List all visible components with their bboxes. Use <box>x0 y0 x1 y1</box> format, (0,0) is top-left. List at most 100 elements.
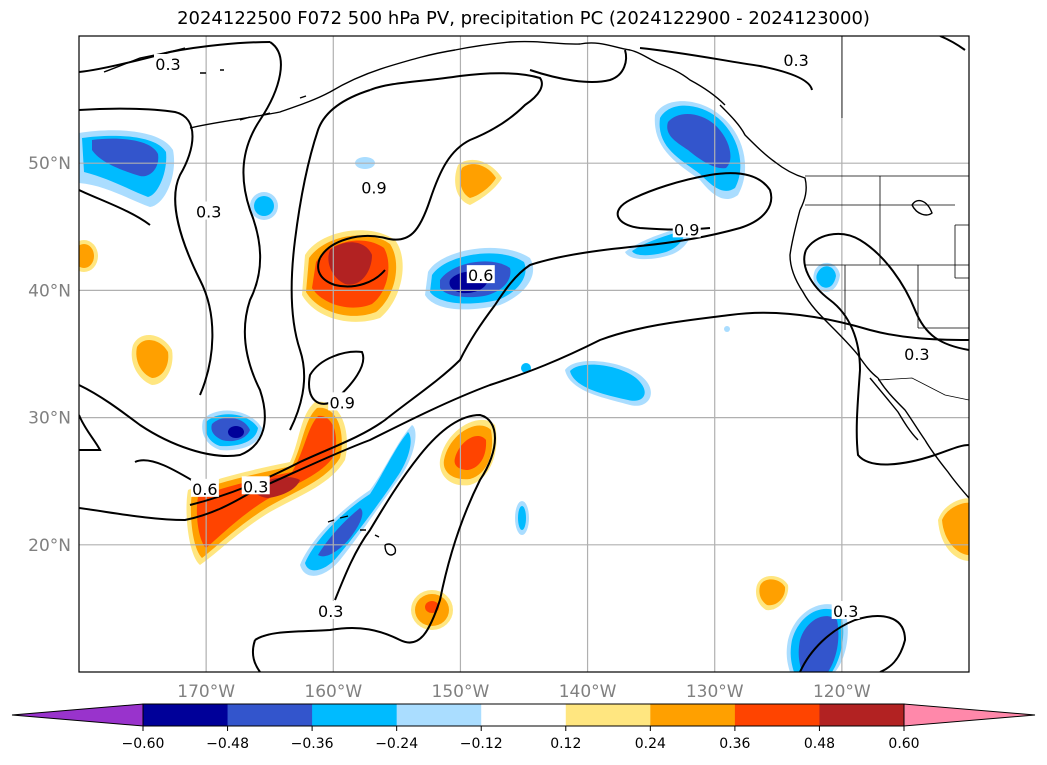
shade-blob <box>816 266 836 288</box>
shade-blob <box>254 196 274 216</box>
colorbar-tick-label: −0.12 <box>460 736 503 752</box>
contour-label-bg <box>359 177 388 196</box>
colorbar-tick-label: 0.24 <box>635 736 666 752</box>
contour-label-bg <box>190 478 219 497</box>
lat-tick-label: 50°N <box>28 154 71 174</box>
coastline-islands <box>200 69 307 121</box>
pv-contour <box>289 89 371 431</box>
pv-contour <box>254 311 969 491</box>
pv-contour <box>939 36 966 51</box>
colorbar-tick-label: −0.24 <box>375 736 418 752</box>
contour-label-bg <box>831 600 860 619</box>
shade-blob <box>460 164 496 198</box>
contour-label-bg <box>194 201 223 220</box>
pv-contour <box>79 41 271 73</box>
contour-labels: 0.3 0.3 0.9 0.6 0.9 0.6 0.3 0.3 0.3 0.9 0.3 0.3 <box>154 50 931 621</box>
colorbar-tick-label: 0.36 <box>719 736 750 752</box>
contour-label-bg <box>782 50 811 69</box>
colorbar-segment <box>819 704 905 726</box>
pv-contour <box>805 232 969 351</box>
colorbar-tick-label: 0.60 <box>888 736 919 752</box>
colorbar <box>11 703 1036 727</box>
coastlines <box>103 40 969 556</box>
contour-label: 0.3 <box>904 345 929 364</box>
contour-label-bg <box>902 344 931 362</box>
shade-blob <box>942 502 969 556</box>
coastline-bc <box>719 104 807 211</box>
contour-label-bg <box>241 476 270 495</box>
contour-label: 0.3 <box>783 51 808 70</box>
coastline-baja <box>869 377 926 441</box>
colorbar-tick-label: 0.48 <box>804 736 835 752</box>
colorbar-segment <box>312 704 398 726</box>
shade-blob <box>724 326 730 332</box>
contour-label: 0.3 <box>155 55 180 74</box>
pv-contour <box>529 49 628 83</box>
contour-label: 0.6 <box>468 266 493 285</box>
lat-tick-label: 40°N <box>28 281 71 301</box>
coastline-misc <box>911 199 933 216</box>
contour-label: 0.3 <box>833 602 858 621</box>
coastline-alaska <box>189 40 726 129</box>
colorbar-segment <box>565 704 651 726</box>
lon-tick-label: 170°W <box>177 682 235 702</box>
shade-blob <box>759 579 786 606</box>
pv-contour <box>79 41 282 457</box>
colorbar-extend-low <box>11 703 144 727</box>
shade-blob <box>632 230 685 256</box>
lat-tick-label: 20°N <box>28 536 71 556</box>
pv-contour <box>308 350 365 405</box>
colorbar-tick-label: 0.12 <box>550 736 581 752</box>
colorbar-segment <box>481 704 567 726</box>
map-gridlines <box>79 36 969 672</box>
pv-contour <box>317 257 386 288</box>
pv-contour <box>254 413 496 644</box>
shade-blob <box>570 364 645 401</box>
lon-tick-label: 120°W <box>813 682 871 702</box>
pv-contour <box>494 172 773 306</box>
contour-label: 0.9 <box>361 178 386 197</box>
pv-contour <box>79 107 214 396</box>
pv-contour <box>79 489 256 522</box>
colorbar-tick-label: −0.36 <box>291 736 334 752</box>
colorbar-tick-label: −0.48 <box>206 736 249 752</box>
contour-label-bg <box>466 265 495 284</box>
shade-blob <box>92 138 159 177</box>
map-frame <box>78 35 970 673</box>
map-background <box>79 36 969 672</box>
lon-tick-label: 140°W <box>559 682 617 702</box>
colorbar-segment <box>227 704 313 726</box>
pv-contour <box>319 72 543 259</box>
contour-label: 0.9 <box>329 393 354 412</box>
pv-contour <box>79 414 102 451</box>
lon-tick-label: 160°W <box>304 682 362 702</box>
shade-blob <box>79 244 94 268</box>
lon-tick-label: 130°W <box>686 682 744 702</box>
shade-blob <box>136 339 169 378</box>
latitude-labels: 20°N 30°N 40°N 50°N <box>28 154 71 556</box>
colorbar-segment <box>650 704 736 726</box>
map-title: 2024122500 F072 500 hPa PV, precipitatio… <box>177 8 870 29</box>
pv-contour <box>803 249 969 466</box>
contour-label-bg <box>316 600 345 619</box>
contour-label: 0.6 <box>192 480 217 499</box>
pv-contour <box>79 189 151 226</box>
colorbar-segment <box>396 704 482 726</box>
shade-blob <box>328 242 372 285</box>
colorbar-extend-high <box>903 703 1036 727</box>
colorbar-segment <box>734 704 820 726</box>
contour-label-bg <box>154 53 182 72</box>
colorbar-segment <box>143 704 229 726</box>
contour-label: 0.3 <box>196 203 221 222</box>
colorbar-tick-label: −0.60 <box>122 736 165 752</box>
lon-tick-label: 150°W <box>432 682 490 702</box>
pv-contour <box>251 639 261 672</box>
contour-label-bg <box>328 392 357 411</box>
colorbar-ticks: −0.60 −0.48 −0.36 −0.24 −0.12 0.12 0.24 0.36 0.4… <box>122 726 920 752</box>
shade-blob <box>228 426 244 438</box>
shade-blob <box>305 432 411 571</box>
shade-blob <box>454 436 487 470</box>
contour-label: 0.9 <box>674 220 699 239</box>
shade-blob <box>518 506 526 530</box>
